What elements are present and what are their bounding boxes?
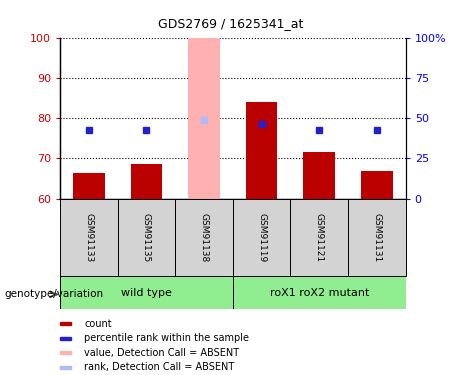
Bar bbox=[188, 38, 220, 199]
Bar bbox=[303, 152, 335, 199]
Text: GSM91133: GSM91133 bbox=[84, 213, 93, 262]
Bar bbox=[118, 199, 175, 276]
Text: GSM91119: GSM91119 bbox=[257, 213, 266, 262]
Text: GSM91131: GSM91131 bbox=[372, 213, 381, 262]
Text: GSM91138: GSM91138 bbox=[200, 213, 208, 262]
Text: GSM91121: GSM91121 bbox=[315, 213, 324, 262]
Text: genotype/variation: genotype/variation bbox=[5, 290, 104, 299]
Bar bbox=[130, 165, 162, 199]
Bar bbox=[60, 366, 71, 369]
Bar bbox=[233, 199, 290, 276]
Text: value, Detection Call = ABSENT: value, Detection Call = ABSENT bbox=[84, 348, 239, 358]
Bar bbox=[361, 171, 393, 199]
Text: GDS2769 / 1625341_at: GDS2769 / 1625341_at bbox=[158, 17, 303, 30]
Bar bbox=[60, 322, 71, 325]
Text: count: count bbox=[84, 319, 112, 328]
Bar bbox=[175, 199, 233, 276]
Bar bbox=[60, 199, 118, 276]
Bar bbox=[290, 199, 348, 276]
Text: roX1 roX2 mutant: roX1 roX2 mutant bbox=[270, 288, 369, 297]
Bar bbox=[233, 276, 406, 309]
Bar bbox=[60, 336, 71, 340]
Text: rank, Detection Call = ABSENT: rank, Detection Call = ABSENT bbox=[84, 362, 234, 372]
Text: percentile rank within the sample: percentile rank within the sample bbox=[84, 333, 249, 343]
Bar bbox=[73, 172, 105, 199]
Bar bbox=[246, 102, 278, 199]
Bar bbox=[60, 351, 71, 354]
Text: GSM91135: GSM91135 bbox=[142, 213, 151, 262]
Bar bbox=[348, 199, 406, 276]
Text: wild type: wild type bbox=[121, 288, 172, 297]
Bar bbox=[60, 276, 233, 309]
